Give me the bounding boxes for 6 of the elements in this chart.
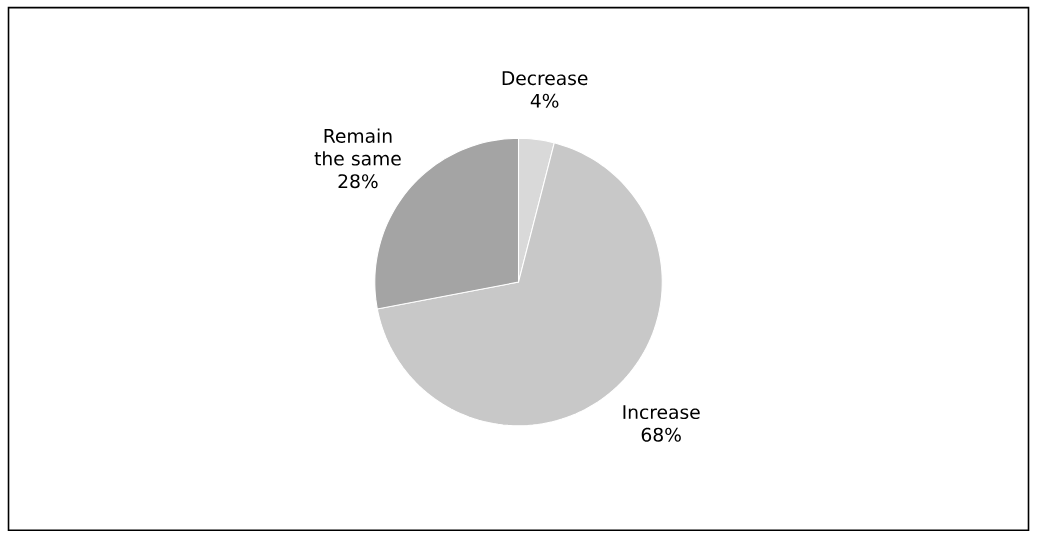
slice-label: Increase [623, 405, 700, 420]
slice-label: Remain the same [314, 128, 401, 166]
data-label: 68% [641, 427, 681, 442]
data-label: 4% [530, 93, 559, 108]
data-label: 28% [338, 174, 378, 189]
slice-label: Decrease [502, 71, 588, 86]
